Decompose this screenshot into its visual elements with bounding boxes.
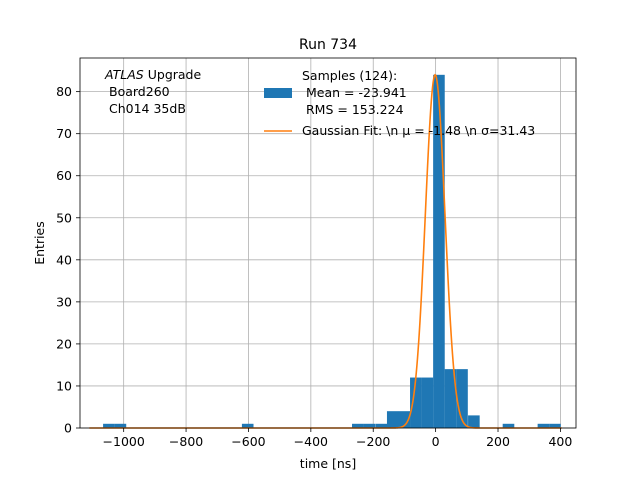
y-tick-label-8: 80 (56, 84, 72, 99)
y-tick-label-6: 60 (56, 168, 72, 183)
plot-frame (79, 57, 577, 429)
x-tick-label-1: −800 (169, 434, 203, 449)
legend-samples-line-2: Mean = -23.941 (306, 85, 407, 100)
y-tick-label-2: 20 (56, 336, 72, 351)
y-tick-label-5: 50 (56, 210, 72, 225)
y-tick-label-0: 0 (64, 421, 72, 436)
legend-samples-line-1: Samples (124): (302, 68, 397, 83)
histogram-bar-11 (444, 369, 457, 428)
y-axis-label: Entries (32, 221, 47, 265)
y-tick-label-1: 10 (56, 378, 72, 393)
annotation-line-1: ATLAS Upgrade (104, 67, 201, 82)
x-ticks: −1000 −800 −600 −400 −200 0 200 400 (103, 428, 572, 449)
x-axis-label: time [ns] (300, 456, 356, 471)
histogram-bar-12 (456, 369, 468, 428)
x-tick-label-7: 400 (548, 434, 572, 449)
histogram-bar-4 (363, 423, 376, 428)
x-tick-label-4: −200 (356, 434, 390, 449)
legend-samples-line-3: RMS = 153.224 (306, 102, 404, 117)
histogram-bar-1 (114, 423, 127, 428)
histogram-bar-7 (398, 411, 411, 428)
histogram-bar-10 (433, 74, 445, 429)
x-tick-label-0: −1000 (103, 434, 145, 449)
annotation-line-1-rest: Upgrade (148, 67, 202, 82)
chart-title: Run 734 (299, 37, 357, 53)
annotation-line-3: Ch014 35dB (109, 101, 186, 116)
histogram-bar-3 (352, 423, 364, 428)
histogram-bar-5 (375, 423, 388, 428)
legend-swatch-samples (264, 88, 292, 98)
y-tick-label-4: 40 (56, 252, 72, 267)
annotation-box: ATLAS Upgrade Board260 Ch014 35dB (104, 67, 201, 116)
x-tick-label-5: 0 (432, 434, 440, 449)
y-ticks: 0 10 20 30 40 50 60 70 80 (56, 84, 80, 436)
y-tick-label-3: 30 (56, 294, 72, 309)
histogram-bar-2 (241, 423, 254, 428)
histogram-bar-14 (502, 423, 515, 428)
histogram-bar-15 (537, 423, 550, 428)
histogram-bar-9 (421, 377, 434, 428)
histogram-bar-8 (410, 377, 422, 428)
y-tick-label-7: 70 (56, 126, 72, 141)
histogram-bar-0 (103, 423, 115, 428)
x-tick-label-6: 200 (486, 434, 510, 449)
atlas-label: ATLAS (104, 67, 144, 82)
annotation-line-2: Board260 (109, 84, 170, 99)
x-tick-label-2: −600 (231, 434, 265, 449)
histogram-bar-13 (468, 415, 480, 428)
histogram-bars (103, 74, 561, 429)
legend: Samples (124): Mean = -23.941 RMS = 153.… (264, 68, 535, 138)
legend-fit-label: Gaussian Fit: \n μ = -1.48 \n σ=31.43 (302, 123, 535, 138)
histogram-bar-6 (386, 411, 399, 428)
x-tick-label-3: −400 (294, 434, 328, 449)
histogram-bar-16 (549, 423, 561, 428)
